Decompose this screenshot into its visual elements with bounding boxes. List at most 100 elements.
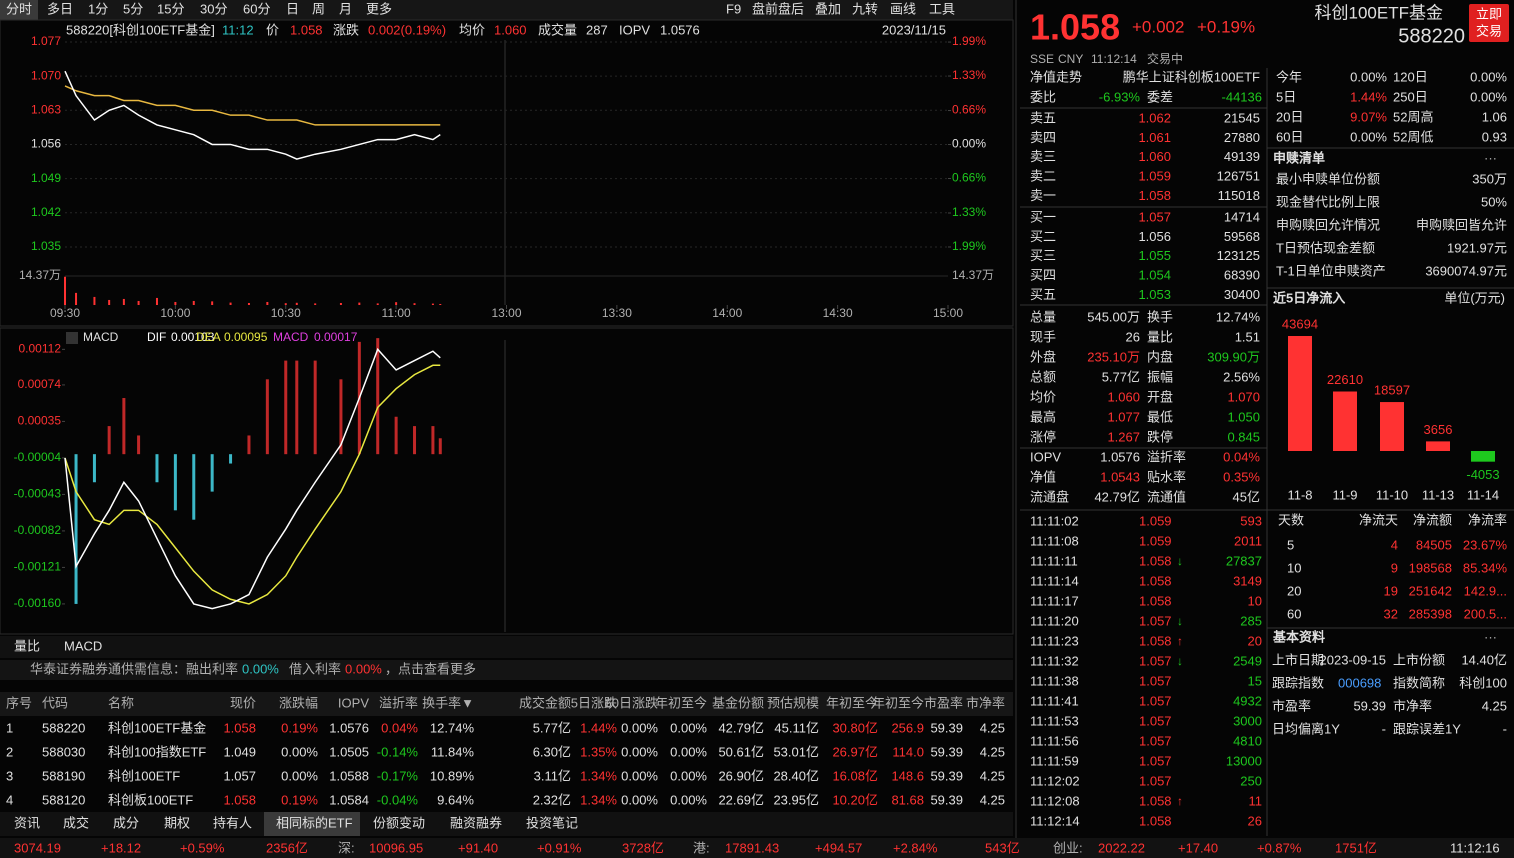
basic-value: 4.25 [1482,698,1507,713]
table-cell: 59.39 [930,792,963,807]
column-header[interactable]: 代码 [42,695,68,710]
notice-text[interactable]: ，点击查看更多 [385,661,476,676]
column-header[interactable]: 基金份额 [712,695,764,710]
book-volume: 14714 [1224,209,1260,224]
basic-label: 跟踪误差1Y [1393,721,1461,736]
toolbar-tab[interactable]: 月 [339,1,352,16]
security-name: 科创100ETF基金 [1315,3,1443,22]
stat-value: 1.060 [1107,389,1140,404]
status-item: +91.40 [458,840,498,855]
table-cell: 10.20亿 [832,792,878,807]
column-header[interactable]: 市净率 [966,695,1005,710]
toolbar-tab[interactable]: 60分 [243,1,270,16]
trade-button-label[interactable]: 立即 [1476,6,1502,21]
volume-bar [431,303,434,305]
toolbar-tool[interactable]: 九转 [852,1,878,16]
trade-volume: 10 [1248,593,1262,608]
active-tab-bg [0,0,38,20]
trade-price: 1.057 [1139,753,1172,768]
macd-bar [413,426,417,455]
legend-name: DIF [147,330,166,344]
x-tick-label: 11-9 [1332,487,1357,502]
bottom-tab[interactable]: 相同标的ETF [276,815,353,830]
more-button[interactable]: ··· [1484,629,1497,644]
stat-label: 开盘 [1147,389,1173,404]
trade-time: 11:12:14 [1030,813,1080,828]
toolbar-tool[interactable]: 工具 [929,1,955,16]
column-header[interactable]: 60日涨跌 [605,695,658,710]
stat-value: 235.10万 [1087,349,1140,364]
toolbar-tool[interactable]: 叠加 [815,1,841,16]
bottom-tab[interactable]: 投资笔记 [526,815,578,830]
column-header[interactable]: 成交金额 [519,695,571,710]
bottom-tab[interactable]: 资讯 [14,815,40,830]
column-header[interactable]: 序号 [6,695,32,710]
table-cell: 0.00% [670,744,707,759]
bottom-tab[interactable]: 期权 [164,815,190,830]
book-price: 1.060 [1138,149,1171,164]
toolbar-tab[interactable]: 分时 [6,1,32,16]
column-header[interactable]: 名称 [108,695,134,710]
table-cell: 26.97亿 [832,744,878,759]
table-cell: 1.049 [223,744,256,759]
toolbar-tab[interactable]: 日 [286,1,299,16]
toolbar-tab[interactable]: 多日 [47,1,73,16]
bottom-tab[interactable]: 融资融券 [450,815,502,830]
panel-tab[interactable]: MACD [64,638,102,653]
section-title: 基本资料 [1272,629,1325,644]
toolbar-tool[interactable]: F9 [726,1,741,16]
trade-button[interactable] [1469,4,1509,42]
bar-value: -4053 [1466,467,1499,482]
toolbar-tab[interactable]: 5分 [123,1,143,16]
column-header[interactable]: 溢折率 [379,695,418,710]
sub-label: 现金替代比例上限 [1276,194,1380,209]
toolbar-tab[interactable]: 1分 [88,1,108,16]
toolbar-tab[interactable]: 15分 [157,1,184,16]
toolbar-tool[interactable]: 画线 [890,1,916,16]
column-header[interactable]: 市盈率 [924,695,963,710]
bottom-tab[interactable]: 成交 [63,815,89,830]
chart-title: 近5日净流入 [1273,290,1345,305]
stat-label: 总量 [1030,309,1056,324]
toolbar-tool[interactable]: 盘前盘后 [752,1,804,16]
sub-value: 3690074.97元 [1425,263,1507,278]
trade-button-label[interactable]: 交易 [1476,23,1502,38]
more-button[interactable]: ··· [1484,150,1497,165]
perf-label: 52周低 [1393,129,1433,144]
order-ratio: 委比 [1030,89,1056,104]
x-tick-label: 13:00 [491,306,521,320]
table-cell: 16.08亿 [832,768,878,783]
bottom-tab[interactable]: 持有人 [213,815,252,830]
volume-tick-label: 14.37万 [952,268,994,282]
column-header[interactable]: 涨跌幅 [279,695,318,710]
column-header[interactable]: IOPV [338,695,369,710]
toolbar-tab[interactable]: 周 [312,1,325,16]
table-cell: 588190 [42,768,85,783]
column-header[interactable]: 年初至今 [655,695,707,710]
panel-tab[interactable]: 量比 [14,638,40,653]
status-item: +0.91% [537,840,582,855]
toolbar-tab[interactable]: 30分 [200,1,227,16]
table-cell: 60 [1287,606,1301,621]
table-cell: 6.30亿 [533,744,571,759]
column-header[interactable]: 预估规模 [767,695,819,710]
table-cell: 12.74% [430,720,475,735]
trade-volume: 13000 [1226,753,1262,768]
macd-bar [431,426,435,455]
stat-value: 1.267 [1107,429,1140,444]
toolbar-tab[interactable]: 更多 [366,1,392,16]
bottom-tab[interactable]: 份额变动 [373,815,425,830]
nav-link[interactable]: 净值走势 [1030,69,1082,84]
table-cell: 0.00% [281,768,318,783]
column-header[interactable]: 年初至今 [872,695,924,710]
status-item: +0.87% [1257,840,1302,855]
stat-label: 内盘 [1147,349,1173,364]
column-header[interactable]: 5日涨跌 [571,695,617,710]
bottom-tab[interactable]: 成分 [113,815,139,830]
column-header[interactable]: 年初至今 [826,695,878,710]
column-header[interactable]: 现价 [230,695,256,710]
column-header[interactable]: 换手率▼ [422,695,474,710]
stat-label: 总额 [1030,369,1056,384]
legend-name: DEA [196,330,221,344]
book-level: 卖二 [1030,169,1056,184]
